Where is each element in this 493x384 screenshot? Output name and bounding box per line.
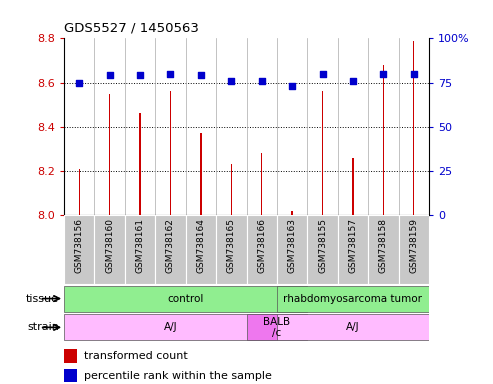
Bar xyxy=(78,169,80,215)
Bar xyxy=(95,215,125,284)
Point xyxy=(258,78,266,84)
Bar xyxy=(246,215,277,284)
Point xyxy=(288,83,296,89)
Text: A/J: A/J xyxy=(164,322,177,333)
Text: GDS5527 / 1450563: GDS5527 / 1450563 xyxy=(64,22,199,35)
Text: percentile rank within the sample: percentile rank within the sample xyxy=(84,371,272,381)
Text: GSM738158: GSM738158 xyxy=(379,218,388,273)
Bar xyxy=(109,94,110,215)
Text: control: control xyxy=(168,293,204,304)
Bar xyxy=(413,41,415,215)
Bar xyxy=(64,369,77,382)
Bar xyxy=(200,133,202,215)
Bar xyxy=(64,314,277,340)
Text: GSM738166: GSM738166 xyxy=(257,218,266,273)
Text: A/J: A/J xyxy=(346,322,360,333)
Bar xyxy=(338,215,368,284)
Text: BALB
/c: BALB /c xyxy=(263,316,290,338)
Text: strain: strain xyxy=(27,322,59,333)
Point xyxy=(167,71,175,77)
Bar xyxy=(231,164,232,215)
Bar xyxy=(64,286,307,311)
Text: GSM738155: GSM738155 xyxy=(318,218,327,273)
Text: GSM738159: GSM738159 xyxy=(409,218,418,273)
Point xyxy=(410,71,418,77)
Point xyxy=(318,71,326,77)
Bar xyxy=(368,215,398,284)
Bar xyxy=(277,215,307,284)
Text: rhabdomyosarcoma tumor: rhabdomyosarcoma tumor xyxy=(283,293,423,304)
Bar xyxy=(291,211,293,215)
Point xyxy=(349,78,357,84)
Bar xyxy=(170,91,171,215)
Bar xyxy=(140,113,141,215)
Text: GSM738157: GSM738157 xyxy=(349,218,357,273)
Bar xyxy=(125,215,155,284)
Point xyxy=(75,79,83,86)
Text: tissue: tissue xyxy=(26,293,59,304)
Point xyxy=(197,73,205,79)
Text: GSM738162: GSM738162 xyxy=(166,218,175,273)
Bar xyxy=(398,215,429,284)
Bar xyxy=(277,286,429,311)
Text: GSM738160: GSM738160 xyxy=(105,218,114,273)
Text: GSM738156: GSM738156 xyxy=(75,218,84,273)
Point xyxy=(380,71,387,77)
Bar xyxy=(64,215,95,284)
Point xyxy=(227,78,235,84)
Text: GSM738165: GSM738165 xyxy=(227,218,236,273)
Bar xyxy=(155,215,186,284)
Text: transformed count: transformed count xyxy=(84,351,188,361)
Text: GSM738164: GSM738164 xyxy=(196,218,206,273)
Bar xyxy=(246,314,307,340)
Bar xyxy=(216,215,246,284)
Bar xyxy=(64,349,77,363)
Bar xyxy=(277,314,429,340)
Bar xyxy=(322,91,323,215)
Text: GSM738161: GSM738161 xyxy=(136,218,144,273)
Point xyxy=(136,73,144,79)
Point xyxy=(106,73,113,79)
Text: GSM738163: GSM738163 xyxy=(287,218,297,273)
Bar xyxy=(352,158,353,215)
Bar xyxy=(261,153,262,215)
Bar xyxy=(383,65,384,215)
Bar xyxy=(307,215,338,284)
Bar xyxy=(186,215,216,284)
